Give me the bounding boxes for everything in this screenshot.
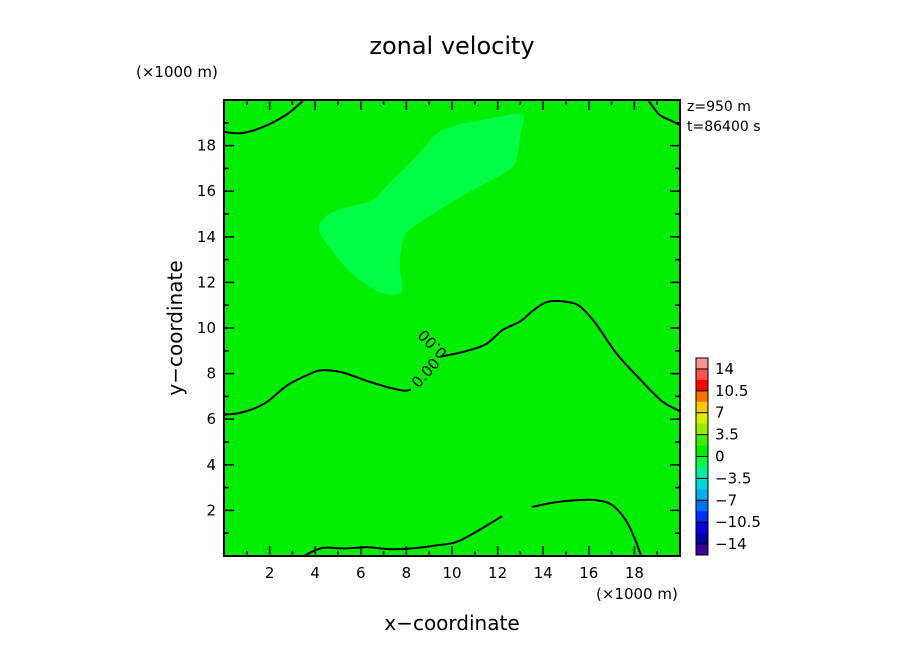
contour-lines	[223, 99, 681, 557]
y-tick-label-16: 16	[197, 182, 216, 200]
chart-title: zonal velocity	[369, 32, 534, 60]
x-tick-label-6: 6	[356, 564, 366, 582]
colorbar-swatch-12	[696, 489, 708, 501]
y-tick-label-10: 10	[197, 319, 216, 337]
info-z-level: z=950 m	[687, 99, 751, 115]
contour-line-4	[223, 99, 305, 135]
x-axis-label: x−coordinate	[384, 611, 519, 635]
x-axis-ticks: 2 4 6 8 10 12 14 16 18	[246, 100, 658, 582]
x-tick-label-12: 12	[488, 564, 507, 582]
x-tick-label-14: 14	[534, 564, 553, 582]
colorbar-swatch-1	[696, 368, 708, 381]
x-tick-label-10: 10	[442, 564, 461, 582]
colorbar-swatch-15	[696, 522, 708, 534]
colorbar-label-7: −10.5	[715, 513, 761, 531]
y-axis-ticks: 2 4 6 8 10 12 14 16 18	[197, 122, 680, 534]
colorbar-swatch-17	[696, 544, 708, 556]
info-time: t=86400 s	[687, 119, 761, 135]
colorbar-swatch-14	[696, 511, 708, 523]
colorbar-swatch-10	[696, 467, 708, 479]
colorbar-label-2: 7	[715, 404, 725, 422]
colorbar-label-6: −7	[715, 491, 737, 509]
colorbar-swatch-4	[696, 401, 708, 414]
y-tick-label-6: 6	[206, 410, 216, 428]
y-tick-label-14: 14	[197, 228, 216, 246]
y-axis-unit: (×1000 m)	[136, 63, 218, 81]
colorbar-label-1: 10.5	[715, 382, 748, 400]
contour-line-0	[223, 369, 412, 416]
x-tick-label-4: 4	[310, 564, 320, 582]
colorbar-swatch-16	[696, 533, 708, 545]
x-tick-label-18: 18	[625, 564, 644, 582]
y-tick-label-8: 8	[206, 365, 216, 383]
plot-area	[224, 100, 680, 556]
field-region-0	[319, 113, 524, 296]
colorbar-swatch-3	[696, 390, 708, 403]
x-axis-unit: (×1000 m)	[596, 585, 678, 603]
colorbar-label-8: −14	[715, 535, 747, 553]
colorbar-label-3: 3.5	[715, 426, 739, 444]
colorbar-swatch-7	[696, 434, 708, 446]
colorbar-swatch-2	[696, 379, 708, 392]
colorbar-label-0: 14	[715, 360, 734, 378]
contour-line-3	[531, 498, 643, 557]
colorbar-swatch-11	[696, 478, 708, 490]
y-tick-label-18: 18	[197, 137, 216, 155]
x-tick-label-2: 2	[265, 564, 275, 582]
colorbar-swatch-5	[696, 412, 708, 425]
colorbar-swatch-8	[696, 445, 708, 457]
colorbar-label-4: 0	[715, 448, 725, 466]
y-tick-label-2: 2	[206, 501, 216, 519]
y-tick-label-4: 4	[206, 456, 216, 474]
x-tick-label-16: 16	[579, 564, 598, 582]
colorbar-swatch-0	[696, 358, 708, 370]
y-tick-label-12: 12	[197, 273, 216, 291]
colorbar-swatch-9	[696, 456, 708, 468]
colorbar-label-5: −3.5	[715, 469, 751, 487]
colorbar-swatch-6	[696, 423, 708, 436]
colorbar: 14 10.5 7 3.5 0 −3.5 −7 −10.5 −14	[695, 357, 761, 556]
contour-line-2	[303, 515, 503, 557]
x-tick-label-8: 8	[402, 564, 412, 582]
colorbar-swatch-13	[696, 500, 708, 512]
contour-line-1	[440, 299, 681, 413]
y-axis-label: y−coordinate	[163, 260, 187, 395]
